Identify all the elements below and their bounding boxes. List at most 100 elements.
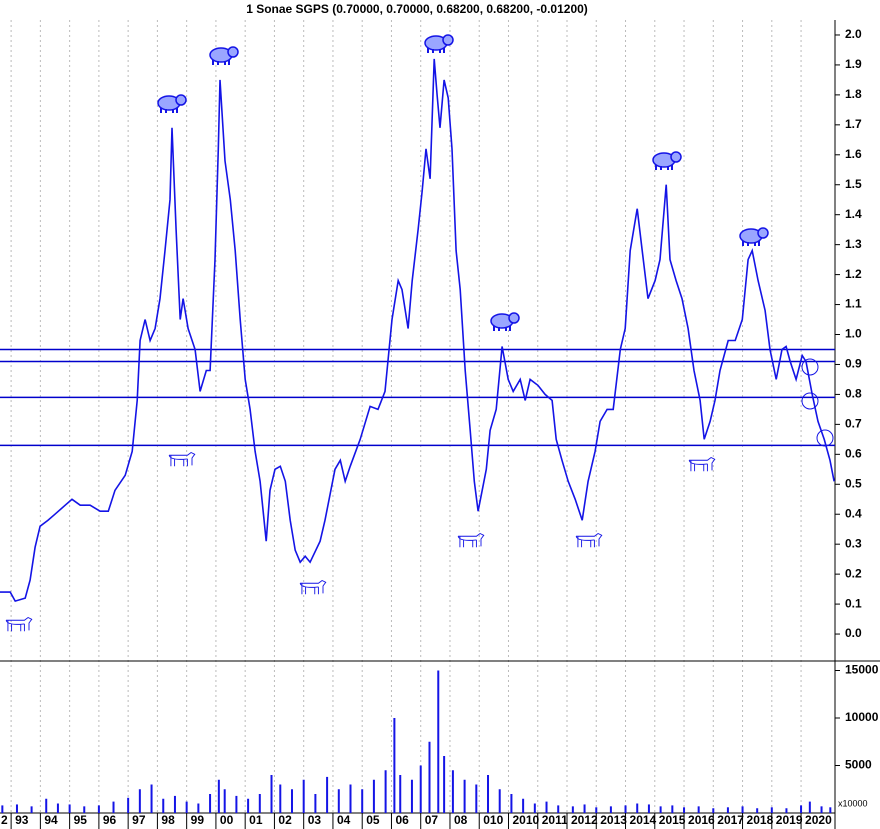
volume-bar xyxy=(173,795,176,813)
signal-circle xyxy=(801,392,819,410)
price-line xyxy=(0,58,835,603)
x-tick-label: 2014 xyxy=(630,813,657,827)
volume-bar xyxy=(83,806,86,813)
volume-bar xyxy=(45,798,48,813)
volume-bar xyxy=(756,808,759,813)
volume-bar xyxy=(712,808,715,813)
volume-bar xyxy=(197,803,200,813)
chart-title: 1 Sonae SGPS (0.70000, 0.70000, 0.68200,… xyxy=(246,2,588,16)
volume-bar xyxy=(314,794,317,813)
x-tick-label: 2016 xyxy=(688,813,715,827)
volume-bar xyxy=(150,784,153,813)
y-tick-label: 0.2 xyxy=(845,566,862,580)
volume-bar xyxy=(545,801,548,813)
volume-bar xyxy=(487,775,490,813)
x-tick-label: 2015 xyxy=(659,813,686,827)
volume-bar xyxy=(349,784,352,813)
x-tick-label: 99 xyxy=(191,813,205,827)
volume-bar xyxy=(138,789,141,813)
volume-bar xyxy=(808,801,811,813)
x-tick-label: 2 xyxy=(1,813,8,827)
y-tick-label: 1.2 xyxy=(845,267,862,281)
x-tick-label: 2013 xyxy=(600,813,627,827)
volume-bar xyxy=(372,779,375,813)
y-tick-label: 0.4 xyxy=(845,506,862,520)
volume-bar xyxy=(384,770,387,813)
volume-bar xyxy=(443,756,446,813)
volume-bar xyxy=(302,779,305,813)
signal-circle xyxy=(801,358,819,376)
volume-bar xyxy=(647,804,650,813)
signal-circle xyxy=(816,429,834,447)
y-tick-label: 1.9 xyxy=(845,57,862,71)
x-tick-label: 03 xyxy=(308,813,322,827)
volume-bar xyxy=(56,803,59,813)
y-tick-label: 1.8 xyxy=(845,87,862,101)
volume-bar xyxy=(185,801,188,813)
y-tick-label: 1.3 xyxy=(845,237,862,251)
volume-bar xyxy=(68,804,71,813)
volume-bar xyxy=(609,806,612,813)
x-tick-label: 08 xyxy=(454,813,468,827)
volume-bar xyxy=(258,794,261,813)
volume-bar xyxy=(337,789,340,813)
volume-bar xyxy=(451,770,454,813)
y-tick-label: 1.4 xyxy=(845,207,862,221)
volume-bar xyxy=(533,803,536,813)
volume-bar xyxy=(522,798,525,813)
volume-bar xyxy=(247,798,250,813)
volume-bar xyxy=(217,779,220,813)
x-tick-label: 93 xyxy=(15,813,29,827)
volume-bar xyxy=(557,805,560,813)
y-tick-label: 5000 xyxy=(845,758,872,772)
volume-bar xyxy=(475,784,478,813)
x-tick-label: 2018 xyxy=(747,813,774,827)
volume-bar xyxy=(829,807,832,813)
volume-bar xyxy=(290,789,293,813)
x-tick-label: 95 xyxy=(74,813,88,827)
x-tick-label: 98 xyxy=(161,813,175,827)
x-tick-label: 96 xyxy=(103,813,117,827)
volume-bar xyxy=(770,807,773,813)
volume-bar xyxy=(112,801,115,813)
y-tick-label: 0.1 xyxy=(845,596,862,610)
volume-bar xyxy=(30,806,33,813)
x-tick-label: 07 xyxy=(425,813,439,827)
volume-bar xyxy=(820,806,823,813)
y-tick-label: 1.1 xyxy=(845,297,862,311)
volume-bar xyxy=(270,775,273,813)
volume-bar xyxy=(162,798,165,813)
volume-bar xyxy=(209,794,212,813)
y-tick-label: 1.7 xyxy=(845,117,862,131)
y-tick-label: 1.0 xyxy=(845,327,862,341)
x-tick-label: 05 xyxy=(366,813,380,827)
signal-icons xyxy=(5,34,834,632)
volume-bar xyxy=(498,789,501,813)
volume-bar xyxy=(15,804,18,813)
volume-bar xyxy=(410,779,413,813)
y-tick-label: 0.0 xyxy=(845,626,862,640)
volume-bar xyxy=(624,805,627,813)
y-tick-label: 0.8 xyxy=(845,387,862,401)
volume-bar xyxy=(223,789,226,813)
y-tick-label: 1.5 xyxy=(845,177,862,191)
volume-bar xyxy=(419,765,422,813)
volume-bar xyxy=(399,775,402,813)
x-tick-label: 2012 xyxy=(571,813,598,827)
y-tick-label: 1.6 xyxy=(845,147,862,161)
volume-unit-label: x10000 xyxy=(838,798,868,808)
x-tick-label: 2017 xyxy=(717,813,744,827)
x-tick-label: 00 xyxy=(220,813,234,827)
volume-bar xyxy=(1,805,4,813)
y-tick-label: 15000 xyxy=(845,663,879,677)
y-tick-label: 0.9 xyxy=(845,357,862,371)
volume-bar xyxy=(463,779,466,813)
volume-bar xyxy=(659,806,662,813)
volume-bar xyxy=(571,806,574,813)
volume-bar xyxy=(683,807,686,813)
x-tick-label: 01 xyxy=(249,813,263,827)
x-tick-label: 97 xyxy=(132,813,146,827)
volume-bar xyxy=(393,718,396,813)
